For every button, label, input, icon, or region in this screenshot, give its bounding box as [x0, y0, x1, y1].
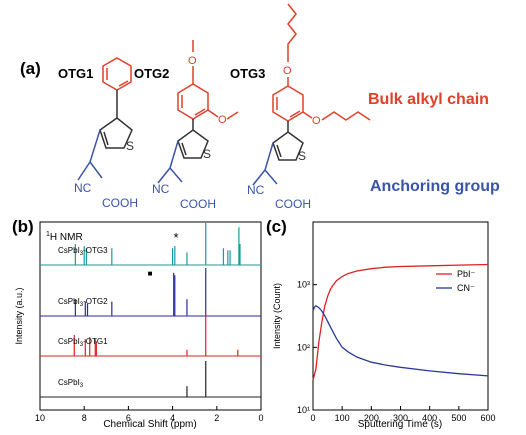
otg2-o2: O	[218, 114, 227, 126]
otg2-cooh: COOH	[180, 197, 216, 211]
otg3-thiophene	[272, 131, 304, 161]
otg3-alkyl-chain-2	[321, 111, 371, 121]
panel-b-xticks: 10 8 6 4 2 0	[35, 406, 264, 423]
otg3-alkyl-chain-1	[287, 3, 297, 62]
nmr-series-label-2: CsPbI3-OTG1	[58, 337, 108, 348]
molecule-otg1: OTG1 S NC COOH	[58, 57, 138, 210]
nmr-series-label-0: CsPbI3-OTG3	[58, 246, 108, 257]
panel-b-xtick-label-0: 10	[35, 413, 45, 423]
panel-b-xtick-label-5: 0	[258, 413, 263, 423]
otg2-thiophene	[177, 129, 209, 159]
otg1-s-atom: S	[126, 139, 134, 153]
anchoring-group-label: Anchoring group	[370, 178, 500, 195]
panel-c-xtick-label-6: 600	[480, 413, 495, 423]
nmr-star-marker: *	[173, 230, 178, 245]
panel-c-xtick-label-3: 300	[393, 413, 408, 423]
sims-series-line-0	[312, 263, 489, 381]
panel-c-xtick-label-4: 400	[422, 413, 437, 423]
otg3-cn: NC	[247, 183, 265, 197]
molecule-otg2: OTG2 O O S NC COOH	[134, 40, 239, 211]
panel-b-xtick-label-3: 4	[170, 413, 175, 423]
panel-c-ylabel: Intensity (Count)	[272, 283, 282, 349]
panel-c-xtick-label-0: 0	[310, 413, 315, 423]
otg3-o2: O	[312, 115, 321, 127]
otg2-label: OTG2	[134, 66, 169, 81]
otg2-cn: NC	[152, 182, 170, 196]
otg1-cooh: COOH	[102, 196, 138, 210]
panel-b-ylabel: Intensity (a.u.)	[14, 287, 24, 344]
panel-b-xtick-label-2: 6	[126, 413, 131, 423]
panel-a: (a) OTG1 S NC COOH OTG2 O	[20, 3, 500, 211]
panel-b-nmr-title: 1H NMR	[46, 231, 83, 243]
legend-label-1: CN⁻	[457, 283, 475, 293]
otg1-thiophene	[99, 117, 133, 149]
otg2-o1: O	[188, 55, 197, 67]
panel-b-xtick-label-1: 8	[82, 413, 87, 423]
panel-c-xtick-label-5: 500	[451, 413, 466, 423]
panel-b-nmr-chart: (b) 1H NMR Chemical Shift (ppm) Intensit…	[12, 217, 264, 430]
otg3-s-atom: S	[298, 149, 306, 163]
panel-c-ytick-label-1: 10²	[297, 342, 310, 352]
panel-b-xlabel: Chemical Shift (ppm)	[103, 419, 196, 430]
nmr-series-label-3: CsPbI3	[58, 378, 84, 389]
molecule-otg3: OTG3 O O S NC COOH	[230, 3, 371, 211]
panel-c-label: (c)	[266, 217, 287, 236]
panel-c-xlabel: Sputtering Time (s)	[358, 419, 442, 430]
otg3-o1: O	[283, 65, 292, 77]
panel-c-axes-frame	[312, 221, 489, 411]
otg1-cn: NC	[74, 181, 92, 195]
panel-b-xtick-label-4: 2	[214, 413, 219, 423]
panel-c-xtick-label-1: 100	[335, 413, 350, 423]
nmr-square-marker: ■	[148, 269, 153, 278]
sims-series-line-1	[312, 304, 489, 377]
legend-label-0: PbI⁻	[457, 269, 476, 279]
otg2-s-atom: S	[203, 147, 211, 161]
panel-c-series	[312, 263, 489, 381]
panel-c-yticks: 10¹ 10² 10³	[297, 280, 317, 415]
panel-a-label: (a)	[20, 59, 41, 78]
panel-c-xtick-label-2: 200	[364, 413, 379, 423]
panel-b-label: (b)	[12, 217, 34, 236]
panel-c-xticks: 0 100 200 300 400 500 600	[310, 406, 496, 423]
otg1-label: OTG1	[58, 66, 93, 81]
otg3-cooh: COOH	[275, 197, 311, 211]
panel-b-series: CsPbI3-OTG3 CsPbI3-OTG2 CsPbI3-OTG1 CsPbI3	[40, 223, 261, 398]
panel-c-ytick-label-2: 10³	[297, 280, 310, 290]
panel-c-legend: PbI⁻ CN⁻	[436, 269, 476, 293]
otg3-label: OTG3	[230, 66, 265, 81]
bulk-alkyl-chain-label: Bulk alkyl chain	[368, 91, 489, 108]
panel-c-tof-sims-chart: (c) Sputtering Time (s) Intensity (Count…	[266, 217, 496, 430]
panel-c-ytick-label-0: 10¹	[297, 405, 310, 415]
nmr-series-label-1: CsPbI3-OTG2	[58, 297, 108, 308]
